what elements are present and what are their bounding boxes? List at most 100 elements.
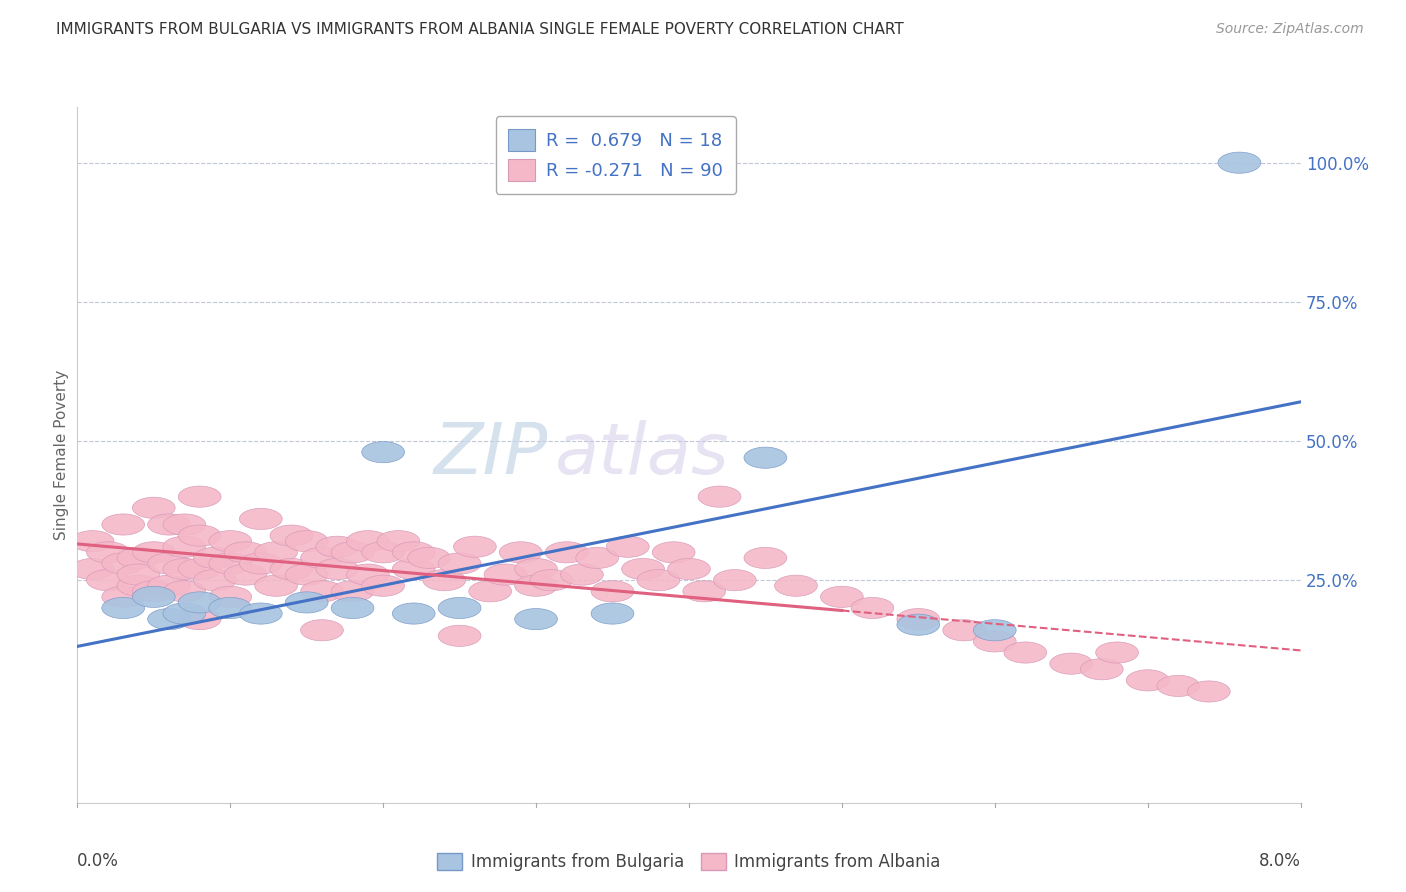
Ellipse shape <box>515 558 557 580</box>
Ellipse shape <box>515 575 557 596</box>
Text: IMMIGRANTS FROM BULGARIA VS IMMIGRANTS FROM ALBANIA SINGLE FEMALE POVERTY CORREL: IMMIGRANTS FROM BULGARIA VS IMMIGRANTS F… <box>56 22 904 37</box>
Ellipse shape <box>392 541 434 563</box>
Ellipse shape <box>285 564 328 585</box>
Ellipse shape <box>943 620 986 640</box>
Ellipse shape <box>392 603 434 624</box>
Ellipse shape <box>209 553 252 574</box>
Ellipse shape <box>637 570 679 591</box>
Ellipse shape <box>179 525 221 546</box>
Ellipse shape <box>239 603 283 624</box>
Ellipse shape <box>148 553 190 574</box>
Ellipse shape <box>101 514 145 535</box>
Ellipse shape <box>209 598 252 618</box>
Ellipse shape <box>254 541 298 563</box>
Ellipse shape <box>361 541 405 563</box>
Ellipse shape <box>744 548 787 568</box>
Text: 8.0%: 8.0% <box>1258 852 1301 870</box>
Ellipse shape <box>132 581 176 602</box>
Ellipse shape <box>316 536 359 558</box>
Ellipse shape <box>423 570 465 591</box>
Ellipse shape <box>179 558 221 580</box>
Ellipse shape <box>1080 658 1123 680</box>
Ellipse shape <box>591 603 634 624</box>
Ellipse shape <box>1126 670 1168 691</box>
Ellipse shape <box>316 558 359 580</box>
Ellipse shape <box>1218 153 1261 173</box>
Ellipse shape <box>148 575 190 596</box>
Ellipse shape <box>1004 642 1046 663</box>
Ellipse shape <box>332 598 374 618</box>
Ellipse shape <box>561 564 603 585</box>
Ellipse shape <box>1050 653 1092 674</box>
Ellipse shape <box>163 514 205 535</box>
Ellipse shape <box>1157 675 1199 697</box>
Ellipse shape <box>194 548 236 568</box>
Ellipse shape <box>606 536 650 558</box>
Ellipse shape <box>132 497 176 518</box>
Ellipse shape <box>87 570 129 591</box>
Ellipse shape <box>973 620 1017 640</box>
Ellipse shape <box>652 541 695 563</box>
Ellipse shape <box>72 531 114 552</box>
Ellipse shape <box>897 608 939 630</box>
Ellipse shape <box>897 614 939 635</box>
Text: Source: ZipAtlas.com: Source: ZipAtlas.com <box>1216 22 1364 37</box>
Ellipse shape <box>72 558 114 580</box>
Ellipse shape <box>377 531 420 552</box>
Ellipse shape <box>591 581 634 602</box>
Ellipse shape <box>851 598 894 618</box>
Ellipse shape <box>209 586 252 607</box>
Ellipse shape <box>515 608 557 630</box>
Ellipse shape <box>973 631 1017 652</box>
Ellipse shape <box>1095 642 1139 663</box>
Ellipse shape <box>439 553 481 574</box>
Ellipse shape <box>224 541 267 563</box>
Ellipse shape <box>148 608 190 630</box>
Ellipse shape <box>699 486 741 508</box>
Ellipse shape <box>332 581 374 602</box>
Ellipse shape <box>301 548 343 568</box>
Ellipse shape <box>301 620 343 640</box>
Ellipse shape <box>163 603 205 624</box>
Ellipse shape <box>270 558 312 580</box>
Ellipse shape <box>301 581 343 602</box>
Ellipse shape <box>148 514 190 535</box>
Ellipse shape <box>163 536 205 558</box>
Ellipse shape <box>87 541 129 563</box>
Ellipse shape <box>821 586 863 607</box>
Text: atlas: atlas <box>554 420 728 490</box>
Ellipse shape <box>163 581 205 602</box>
Ellipse shape <box>499 541 543 563</box>
Ellipse shape <box>454 536 496 558</box>
Ellipse shape <box>179 486 221 508</box>
Ellipse shape <box>101 553 145 574</box>
Ellipse shape <box>332 541 374 563</box>
Ellipse shape <box>117 548 160 568</box>
Y-axis label: Single Female Poverty: Single Female Poverty <box>53 370 69 540</box>
Ellipse shape <box>285 531 328 552</box>
Ellipse shape <box>224 564 267 585</box>
Ellipse shape <box>209 531 252 552</box>
Text: 0.0%: 0.0% <box>77 852 120 870</box>
Ellipse shape <box>713 570 756 591</box>
Ellipse shape <box>132 586 176 607</box>
Ellipse shape <box>361 575 405 596</box>
Ellipse shape <box>117 564 160 585</box>
Ellipse shape <box>744 447 787 468</box>
Ellipse shape <box>668 558 710 580</box>
Ellipse shape <box>468 581 512 602</box>
Ellipse shape <box>346 564 389 585</box>
Ellipse shape <box>439 625 481 647</box>
Ellipse shape <box>484 564 527 585</box>
Ellipse shape <box>179 592 221 613</box>
Ellipse shape <box>621 558 665 580</box>
Ellipse shape <box>101 598 145 618</box>
Legend: Immigrants from Bulgaria, Immigrants from Albania: Immigrants from Bulgaria, Immigrants fro… <box>430 847 948 878</box>
Ellipse shape <box>346 531 389 552</box>
Ellipse shape <box>179 608 221 630</box>
Ellipse shape <box>194 570 236 591</box>
Ellipse shape <box>576 548 619 568</box>
Ellipse shape <box>101 586 145 607</box>
Ellipse shape <box>285 592 328 613</box>
Ellipse shape <box>546 541 588 563</box>
